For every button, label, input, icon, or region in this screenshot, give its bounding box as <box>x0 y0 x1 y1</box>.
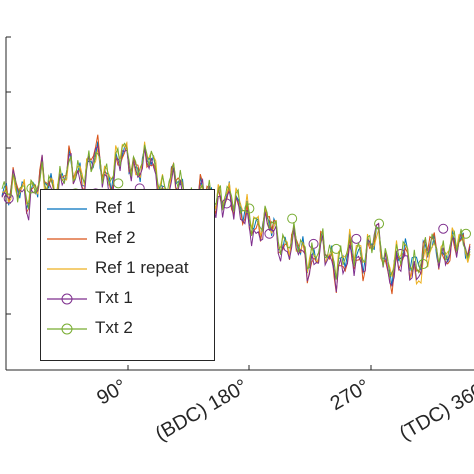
legend-swatch-marker <box>61 323 73 335</box>
legend-item: Ref 2 <box>41 226 214 254</box>
legend-swatch <box>47 323 87 335</box>
series-marker-txt-2 <box>374 218 385 229</box>
legend-swatch <box>47 293 87 305</box>
series-line-ref-1-repeat <box>1 140 471 286</box>
series-marker-txt-1 <box>308 238 319 249</box>
series-marker-txt-2 <box>287 213 298 224</box>
x-tick-label: (BDC) 180° <box>152 375 252 445</box>
series-marker-txt-2 <box>331 243 342 254</box>
series-marker-txt-2 <box>244 203 255 214</box>
series-line-txt-2 <box>1 142 471 280</box>
legend-item: Ref 1 <box>41 196 214 224</box>
legend-item: Txt 2 <box>41 316 214 344</box>
x-tick-label: (TDC) 360° <box>396 375 474 445</box>
series-line-txt-1 <box>1 145 471 293</box>
series-marker-txt-2 <box>26 183 37 194</box>
x-tick-label: 0° <box>0 375 9 404</box>
legend-item: Txt 1 <box>41 286 214 314</box>
legend-label: Ref 1 <box>95 198 136 217</box>
series-marker-txt-1 <box>438 223 449 234</box>
legend: Ref 1 Ref 2 Ref 1 repeat Txt 1 Txt 2 <box>40 189 215 361</box>
legend-swatch <box>47 238 87 240</box>
series-marker-txt-1 <box>264 228 275 239</box>
legend-swatch <box>47 268 87 270</box>
x-tick-labels: 0° 90° (BDC) 180° 270° (TDC) 360° <box>0 375 474 445</box>
legend-label: Txt 2 <box>95 318 133 337</box>
legend-label: Txt 1 <box>95 288 133 307</box>
legend-label: Ref 1 repeat <box>95 258 189 277</box>
legend-label: Ref 2 <box>95 228 136 247</box>
x-tick-label: 270° <box>327 375 374 415</box>
legend-swatch <box>47 208 87 210</box>
legend-swatch-marker <box>61 293 73 305</box>
series-marker-txt-2 <box>113 178 124 189</box>
legend-item: Ref 1 repeat <box>41 256 214 284</box>
series-marker-txt-2 <box>418 259 429 270</box>
series-marker-txt-2 <box>460 228 471 239</box>
series-marker-txt-1 <box>351 233 362 244</box>
x-tick-label: 90° <box>93 375 130 409</box>
